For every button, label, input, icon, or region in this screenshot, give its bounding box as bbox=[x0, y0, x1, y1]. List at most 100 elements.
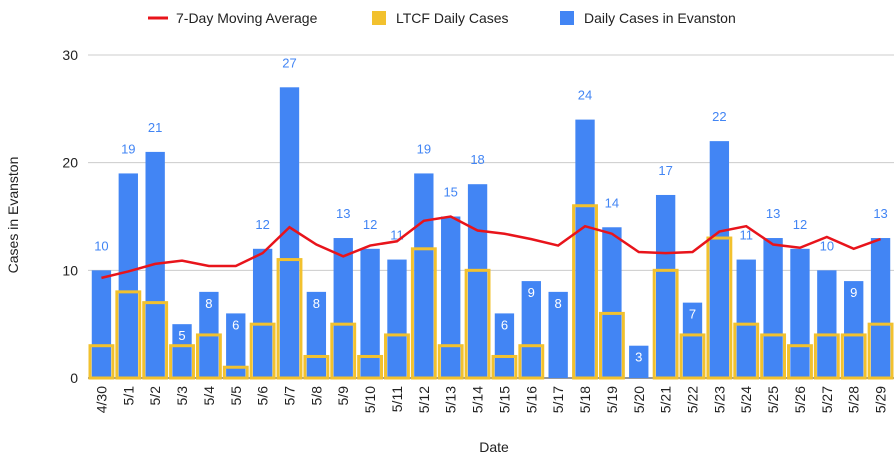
ltcf-bar bbox=[115, 290, 142, 380]
x-tick-label: 4/30 bbox=[93, 386, 109, 413]
x-tick-label: 5/16 bbox=[523, 386, 539, 413]
x-tick-label: 5/12 bbox=[416, 386, 432, 413]
ltcf-bar bbox=[733, 322, 760, 380]
y-axis-title: Cases in Evanston bbox=[5, 157, 21, 274]
data-label: 8 bbox=[313, 296, 320, 311]
ltcf-bar bbox=[357, 354, 384, 380]
ltcf-bar bbox=[330, 322, 357, 380]
x-tick-label: 5/19 bbox=[604, 386, 620, 413]
data-label: 9 bbox=[850, 285, 857, 300]
bar bbox=[709, 141, 730, 378]
legend-label: Daily Cases in Evanston bbox=[584, 10, 736, 26]
data-label: 13 bbox=[873, 206, 887, 221]
data-label: 24 bbox=[578, 88, 592, 103]
x-tick-label: 5/26 bbox=[792, 386, 808, 413]
ltcf-bar bbox=[222, 365, 249, 380]
x-tick-label: 5/22 bbox=[685, 386, 701, 413]
data-label: 6 bbox=[232, 317, 239, 332]
x-tick-label: 5/8 bbox=[308, 386, 324, 406]
data-label: 13 bbox=[336, 206, 350, 221]
legend-label: 7-Day Moving Average bbox=[176, 10, 318, 26]
x-tick-label: 5/6 bbox=[255, 386, 271, 406]
ltcf-bar bbox=[840, 333, 867, 380]
bar bbox=[279, 87, 300, 379]
ltcf-bar bbox=[303, 354, 330, 380]
data-label: 12 bbox=[793, 217, 807, 232]
x-tick-label: 5/23 bbox=[711, 386, 727, 413]
x-tick-label: 5/18 bbox=[577, 386, 593, 413]
x-tick-label: 5/3 bbox=[174, 386, 190, 406]
x-tick-label: 5/27 bbox=[819, 386, 835, 413]
data-label: 3 bbox=[635, 350, 642, 365]
bar bbox=[602, 227, 622, 378]
moving-average-line bbox=[101, 215, 881, 280]
bar bbox=[226, 313, 246, 378]
x-tick-label: 5/13 bbox=[443, 386, 459, 413]
bar bbox=[548, 291, 568, 378]
x-tick-label: 5/2 bbox=[147, 386, 163, 406]
bar bbox=[870, 238, 891, 378]
bar bbox=[736, 259, 756, 378]
x-tick-label: 5/28 bbox=[846, 386, 862, 413]
data-label: 19 bbox=[417, 141, 431, 156]
bar bbox=[91, 270, 112, 378]
ltcf-bar bbox=[437, 344, 464, 380]
legend-swatch bbox=[560, 11, 574, 25]
x-tick-label: 5/10 bbox=[362, 386, 378, 413]
ltcf-bar bbox=[169, 344, 195, 380]
data-label: 27 bbox=[282, 55, 296, 70]
x-tick-label: 5/20 bbox=[631, 386, 647, 413]
ltcf-bar bbox=[410, 247, 437, 380]
ltcf-bar bbox=[88, 344, 115, 380]
bar bbox=[817, 270, 837, 378]
data-label: 14 bbox=[605, 195, 619, 210]
data-label: 11 bbox=[739, 228, 753, 243]
ltcf-bar bbox=[276, 258, 303, 380]
x-tick-label: 5/17 bbox=[550, 386, 566, 413]
bar bbox=[333, 238, 353, 378]
legend-swatch bbox=[372, 11, 386, 25]
y-tick-label: 20 bbox=[62, 155, 78, 171]
x-tick-label: 5/11 bbox=[389, 386, 405, 412]
bar bbox=[252, 248, 273, 378]
data-label: 6 bbox=[501, 317, 508, 332]
ltcf-bar bbox=[464, 268, 491, 380]
data-label: 8 bbox=[555, 296, 562, 311]
data-label: 12 bbox=[255, 217, 269, 232]
bar bbox=[360, 248, 380, 378]
bar bbox=[172, 324, 192, 378]
data-label: 5 bbox=[178, 328, 185, 343]
x-tick-label: 5/21 bbox=[658, 386, 674, 413]
bar bbox=[655, 194, 676, 378]
bar bbox=[414, 173, 434, 378]
ltcf-bar bbox=[491, 354, 518, 380]
ltcf-bar bbox=[652, 268, 679, 380]
x-tick-label: 5/15 bbox=[496, 386, 512, 413]
bar bbox=[494, 313, 515, 378]
data-label: 9 bbox=[528, 285, 535, 300]
bar bbox=[441, 216, 461, 378]
y-tick-label: 0 bbox=[70, 370, 78, 386]
x-tick-label: 5/9 bbox=[335, 386, 351, 406]
bar bbox=[467, 184, 488, 378]
ltcf-bar bbox=[572, 204, 598, 380]
x-tick-label: 5/25 bbox=[765, 386, 781, 413]
x-tick-label: 5/14 bbox=[470, 386, 486, 413]
data-label: 19 bbox=[121, 141, 135, 156]
ltcf-bar bbox=[760, 333, 787, 380]
ltcf-bar bbox=[249, 322, 276, 380]
bar bbox=[575, 119, 595, 378]
bar bbox=[521, 281, 541, 378]
x-tick-label: 5/7 bbox=[282, 386, 298, 406]
ltcf-bar bbox=[867, 322, 894, 380]
x-tick-label: 5/29 bbox=[873, 386, 889, 413]
bar bbox=[629, 345, 649, 378]
x-tick-label: 5/4 bbox=[201, 386, 217, 406]
ltcf-bar bbox=[142, 301, 169, 380]
ltcf-bar bbox=[598, 311, 625, 380]
x-tick-label: 5/1 bbox=[120, 386, 136, 406]
x-tick-label: 5/24 bbox=[738, 386, 754, 413]
ltcf-bar bbox=[706, 236, 733, 380]
ltcf-bar bbox=[384, 333, 410, 380]
data-label: 21 bbox=[148, 120, 162, 135]
